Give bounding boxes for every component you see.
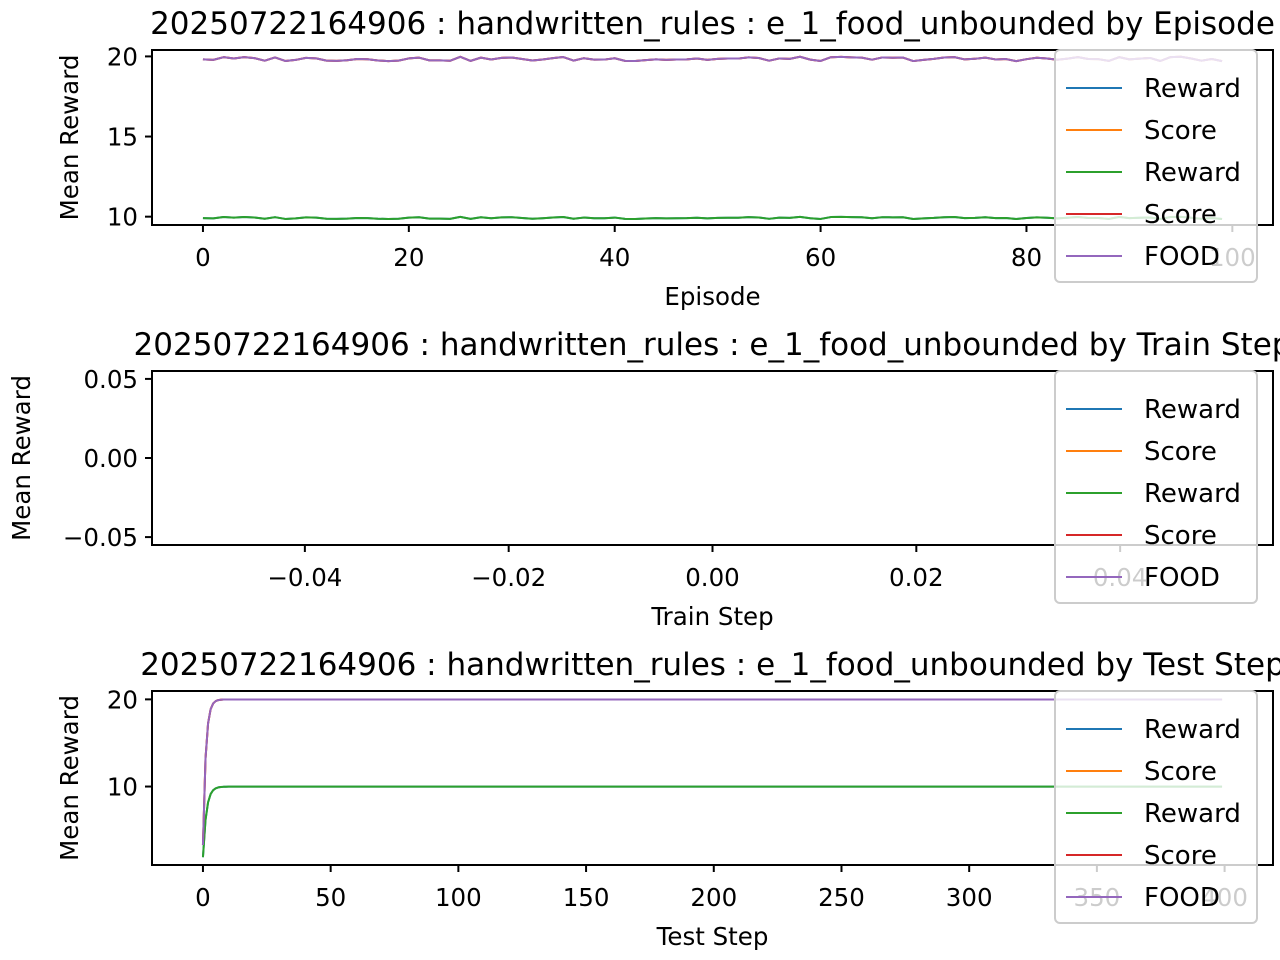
series-line-3 bbox=[201, 785, 1223, 858]
legend-label: Reward bbox=[1144, 479, 1241, 509]
x-axis-label: Test Step bbox=[656, 922, 769, 951]
y-tick-label: 20 bbox=[107, 42, 138, 71]
x-axis-label: Episode bbox=[664, 282, 760, 311]
chart-title: 20250722164906 : handwritten_rules : e_1… bbox=[140, 647, 1280, 683]
legend: Reward Score Reward Score FOOD bbox=[1054, 49, 1258, 283]
x-tick-label: 0.00 bbox=[685, 563, 740, 592]
legend-label: Score bbox=[1144, 437, 1217, 467]
subplot-3: 20250722164906 : handwritten_rules : e_1… bbox=[55, 647, 1280, 951]
legend-box bbox=[1054, 49, 1258, 283]
x-tick-label: 0 bbox=[195, 883, 211, 912]
y-axis-label: Mean Reward bbox=[7, 375, 36, 541]
legend-label: Score bbox=[1144, 521, 1217, 551]
legend-label: Reward bbox=[1144, 799, 1241, 829]
series-line-5 bbox=[201, 698, 1223, 845]
x-tick-label: 150 bbox=[563, 883, 610, 912]
y-tick-label: 0.05 bbox=[83, 365, 138, 394]
x-tick-label: 80 bbox=[1011, 243, 1042, 272]
series-line-5 bbox=[202, 55, 1223, 63]
subplot-1: 20250722164906 : handwritten_rules : e_1… bbox=[55, 6, 1275, 311]
x-tick-label: 0 bbox=[195, 243, 211, 272]
legend-label: Score bbox=[1144, 757, 1217, 787]
x-tick-label: 0.02 bbox=[889, 563, 944, 592]
chart-title: 20250722164906 : handwritten_rules : e_1… bbox=[134, 327, 1280, 363]
y-tick-label: 10 bbox=[107, 203, 138, 232]
x-tick-label: 60 bbox=[805, 243, 836, 272]
legend-label: Score bbox=[1144, 116, 1217, 146]
legend-label: Score bbox=[1144, 200, 1217, 230]
legend-label: FOOD bbox=[1144, 563, 1220, 593]
legend-label: Reward bbox=[1144, 715, 1241, 745]
y-axis-label: Mean Reward bbox=[55, 695, 84, 861]
legend-label: Reward bbox=[1144, 74, 1241, 104]
legend-label: FOOD bbox=[1144, 883, 1220, 913]
x-tick-label: 20 bbox=[393, 243, 424, 272]
x-tick-label: 40 bbox=[599, 243, 630, 272]
y-tick-label: 20 bbox=[107, 685, 138, 714]
axes-frame bbox=[151, 690, 1274, 866]
y-tick-label: 10 bbox=[107, 773, 138, 802]
x-tick-label: −0.02 bbox=[471, 563, 546, 592]
legend-box bbox=[1054, 370, 1258, 604]
x-tick-label: 300 bbox=[946, 883, 993, 912]
subplot-2: 20250722164906 : handwritten_rules : e_1… bbox=[7, 327, 1280, 631]
legend: Reward Score Reward Score FOOD bbox=[1054, 370, 1258, 604]
y-tick-label: −0.05 bbox=[63, 523, 138, 552]
legend-box bbox=[1054, 690, 1258, 924]
legend-label: Reward bbox=[1144, 395, 1241, 425]
x-tick-label: −0.04 bbox=[267, 563, 342, 592]
x-tick-label: 100 bbox=[435, 883, 482, 912]
y-tick-label: 0.00 bbox=[83, 444, 138, 473]
y-tick-label: 15 bbox=[107, 123, 138, 152]
series-group bbox=[202, 55, 1223, 221]
chart-title: 20250722164906 : handwritten_rules : e_1… bbox=[150, 6, 1275, 42]
x-tick-label: 50 bbox=[315, 883, 346, 912]
x-tick-label: 200 bbox=[690, 883, 737, 912]
series-line-3 bbox=[202, 215, 1223, 221]
y-axis-label: Mean Reward bbox=[55, 55, 84, 221]
legend-label: Reward bbox=[1144, 158, 1241, 188]
series-group bbox=[201, 698, 1223, 858]
legend-label: Score bbox=[1144, 841, 1217, 871]
legend: Reward Score Reward Score FOOD bbox=[1054, 690, 1258, 924]
x-axis-label: Train Step bbox=[650, 602, 773, 631]
x-tick-label: 250 bbox=[818, 883, 865, 912]
legend-label: FOOD bbox=[1144, 242, 1220, 272]
